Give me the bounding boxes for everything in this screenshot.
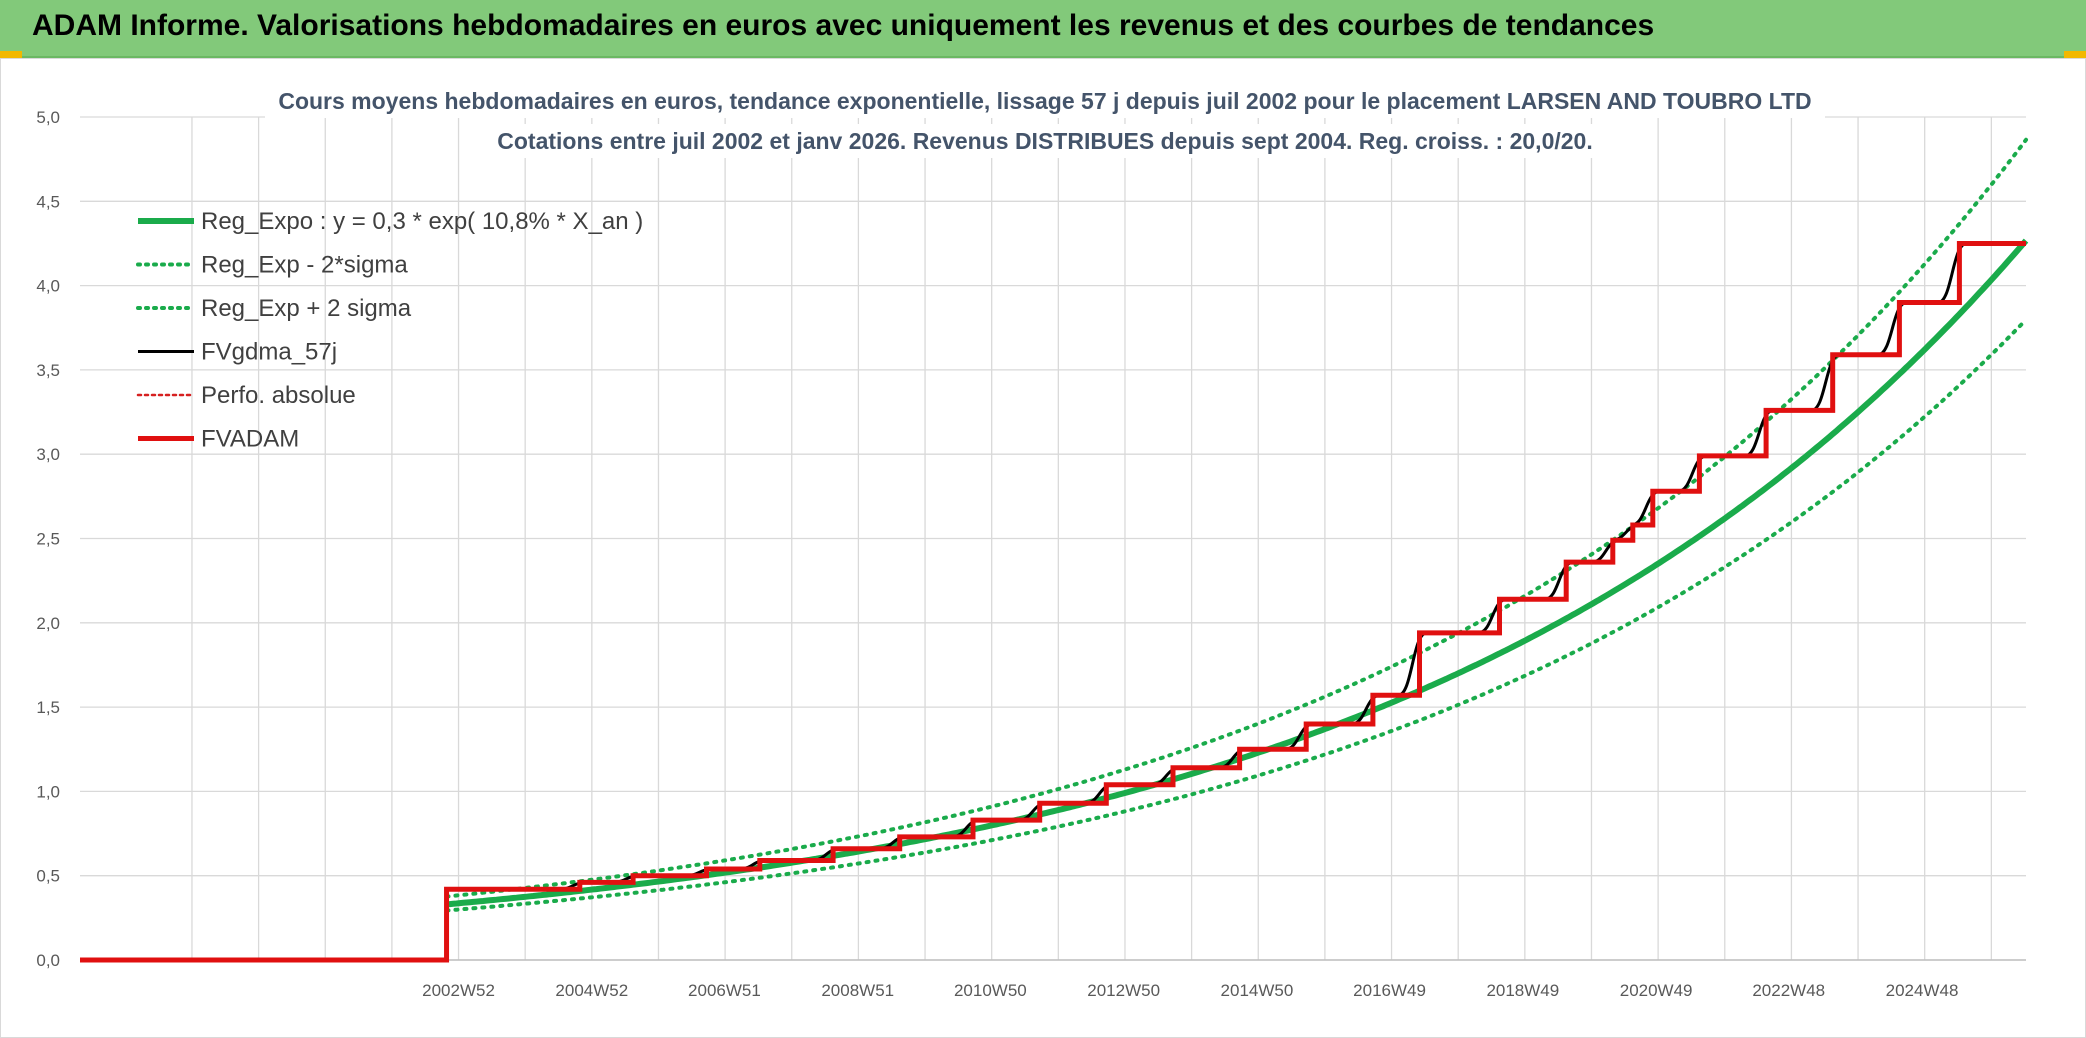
x-tick-label: 2002W52 (422, 981, 495, 1000)
legend-label: Reg_Exp + 2 sigma (201, 295, 412, 322)
chart-title-line: Cotations entre juil 2002 et janv 2026. … (497, 128, 1592, 154)
x-tick-label: 2014W50 (1221, 981, 1294, 1000)
x-tick-label: 2018W49 (1486, 981, 1559, 1000)
x-axis-ticks: 2002W52 2004W52 2006W51 2008W51 2010W50 2012W… (422, 981, 1958, 1000)
x-tick-label: 2020W49 (1620, 981, 1693, 1000)
x-tick-label: 2012W50 (1087, 981, 1160, 1000)
y-tick-label: 2,5 (36, 530, 60, 549)
series-layer (80, 137, 2029, 963)
header-banner: ADAM Informe. Valorisations hebdomadaire… (0, 0, 2086, 58)
legend-label: FVgdma_57j (201, 339, 337, 366)
chart-title-bg (265, 84, 1825, 118)
y-tick-label: 5,0 (36, 108, 60, 127)
banner-accent-left (0, 51, 22, 58)
y-tick-label: 0,0 (36, 951, 60, 970)
chart-title: Cours moyens hebdomadaires en euros, ten… (265, 84, 1825, 158)
x-tick-label: 2004W52 (555, 981, 628, 1000)
legend-label: Reg_Expo : y = 0,3 * exp( 10,8% * X_an ) (201, 208, 643, 235)
chart-title-bg (465, 124, 1625, 158)
y-tick-label: 0,5 (36, 867, 60, 886)
page-title: ADAM Informe. Valorisations hebdomadaire… (32, 9, 1655, 42)
legend-label: FVADAM (201, 426, 299, 453)
x-tick-label: 2006W51 (688, 981, 761, 1000)
series-fvadam (80, 241, 2026, 963)
legend: Reg_Expo : y = 0,3 * exp( 10,8% * X_an )… (136, 208, 643, 453)
y-tick-label: 4,0 (36, 277, 60, 296)
chart-title-line: Cours moyens hebdomadaires en euros, ten… (278, 88, 1811, 114)
y-tick-label: 1,5 (36, 698, 60, 717)
banner-accent-right (2064, 51, 2086, 58)
y-axis-ticks: 0,0 0,5 1,0 1,5 2,0 2,5 3,0 3,5 4,0 4,5 5,0 (36, 108, 60, 970)
series-fvgdma-57j (80, 241, 2027, 962)
series-reg-minus-2sigma (444, 317, 2028, 913)
x-tick-label: 2024W48 (1886, 981, 1959, 1000)
y-tick-label: 3,5 (36, 361, 60, 380)
y-tick-label: 3,0 (36, 445, 60, 464)
x-tick-label: 2022W48 (1752, 981, 1825, 1000)
x-tick-label: 2016W49 (1353, 981, 1426, 1000)
y-tick-label: 4,5 (36, 192, 60, 211)
legend-label: Perfo. absolue (201, 382, 356, 409)
grid (80, 116, 2026, 961)
y-tick-label: 2,0 (36, 614, 60, 633)
x-tick-label: 2010W50 (954, 981, 1027, 1000)
legend-label: Reg_Exp - 2*sigma (201, 252, 408, 279)
y-tick-label: 1,0 (36, 782, 60, 801)
x-tick-label: 2008W51 (821, 981, 894, 1000)
series-reg-expo (446, 238, 2029, 908)
